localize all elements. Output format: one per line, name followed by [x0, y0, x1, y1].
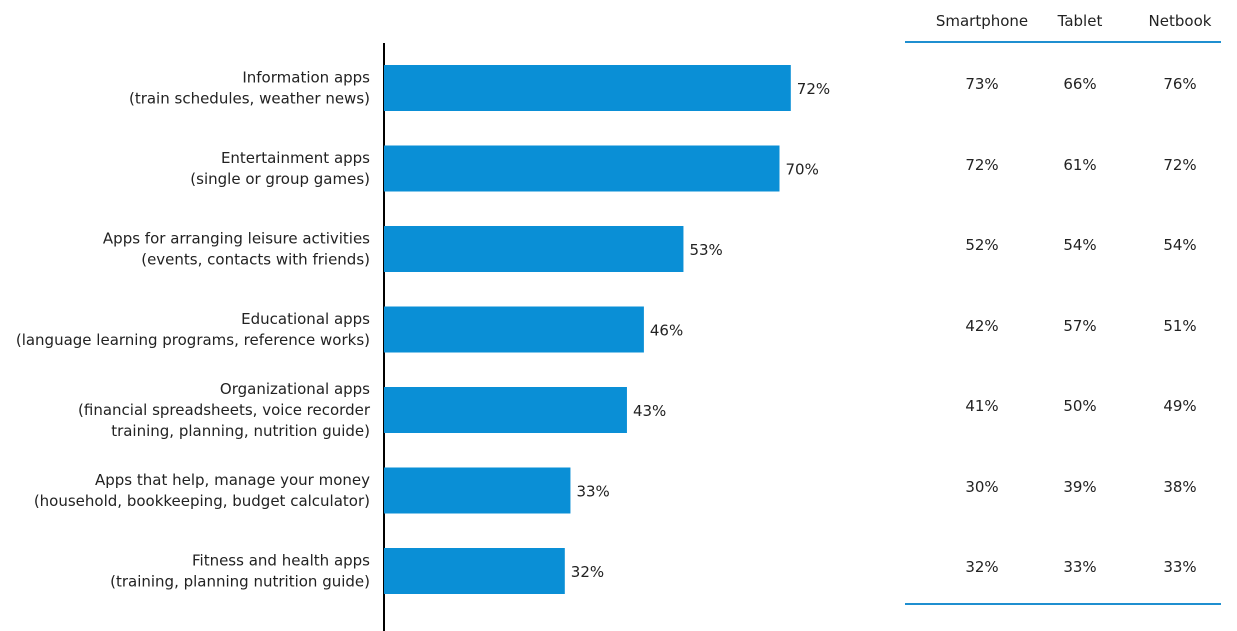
cell-smartphone: 72% — [965, 155, 999, 174]
column-header-netbook: Netbook — [1148, 12, 1212, 30]
category-label: Apps that help, manage your money (househ… — [34, 471, 370, 510]
cell-smartphone: 41% — [965, 397, 999, 415]
category-label: Educational apps (language learning progr… — [16, 310, 370, 349]
category-label-line: Apps that help, manage your money — [95, 471, 370, 489]
bar-value-label: 53% — [689, 241, 722, 259]
cell-netbook: 51% — [1163, 316, 1197, 335]
category-label: Organizational apps (financial spreadshee… — [78, 380, 371, 440]
category-label: Entertainment apps (single or group games… — [190, 149, 370, 188]
bar — [384, 548, 565, 594]
cell-smartphone: 32% — [965, 558, 999, 576]
table-top-rule — [905, 41, 1221, 43]
category-label-line: Information apps — [242, 69, 370, 87]
cell-tablet: 39% — [1063, 477, 1097, 496]
table-bottom-rule — [905, 603, 1221, 605]
category-label: Apps for arranging leisure activities (ev… — [103, 230, 370, 269]
cell-tablet: 33% — [1063, 558, 1097, 576]
bar-value-label: 70% — [786, 161, 819, 179]
cell-tablet: 50% — [1063, 397, 1097, 415]
category-label-line: (train schedules, weather news) — [129, 90, 370, 108]
category-label-line: (events, contacts with friends) — [141, 251, 370, 269]
bar-value-label: 72% — [797, 80, 830, 98]
bar-value-label: 33% — [576, 483, 609, 501]
category-label-line: (single or group games) — [190, 170, 370, 188]
category-label-line: Entertainment apps — [221, 149, 370, 167]
bar-value-label: 43% — [633, 402, 666, 420]
bar-value-label: 46% — [650, 322, 683, 340]
cell-netbook: 72% — [1163, 155, 1197, 174]
category-label-line: Apps for arranging leisure activities — [103, 230, 370, 248]
category-label: Information apps (train schedules, weathe… — [129, 69, 370, 108]
bar — [384, 467, 571, 514]
bar — [384, 387, 627, 433]
cell-smartphone: 42% — [965, 316, 999, 335]
bar — [384, 226, 684, 272]
category-label-line: (training, planning nutrition guide) — [110, 573, 370, 591]
cell-netbook: 54% — [1163, 236, 1197, 254]
column-header-tablet: Tablet — [1057, 12, 1103, 30]
bar-value-label: 32% — [571, 563, 604, 581]
category-label-line: Fitness and health apps — [192, 552, 370, 570]
bar — [384, 65, 791, 111]
cell-netbook: 33% — [1163, 558, 1197, 576]
category-label-line: Educational apps — [241, 310, 370, 328]
cell-smartphone: 73% — [965, 75, 999, 93]
cell-tablet: 54% — [1063, 236, 1097, 254]
cell-netbook: 49% — [1163, 397, 1197, 415]
category-label: Fitness and health apps (training, planni… — [110, 552, 370, 591]
cell-netbook: 76% — [1163, 75, 1197, 93]
column-header-smartphone: Smartphone — [935, 12, 1029, 30]
cell-netbook: 38% — [1163, 477, 1197, 496]
cell-tablet: 57% — [1063, 316, 1097, 335]
cell-smartphone: 52% — [965, 236, 999, 254]
bar — [384, 306, 644, 353]
category-label-line: training, planning, nutrition guide) — [111, 422, 370, 440]
category-label-line: Organizational apps — [220, 380, 370, 398]
category-label-line: (language learning programs, reference w… — [16, 331, 370, 349]
cell-tablet: 66% — [1063, 75, 1097, 93]
cell-smartphone: 30% — [965, 477, 999, 496]
bar — [384, 145, 780, 192]
category-label-line: (household, bookkeeping, budget calculat… — [34, 492, 370, 510]
cell-tablet: 61% — [1063, 155, 1097, 174]
category-label-line: (financial spreadsheets, voice recorder — [78, 401, 371, 419]
